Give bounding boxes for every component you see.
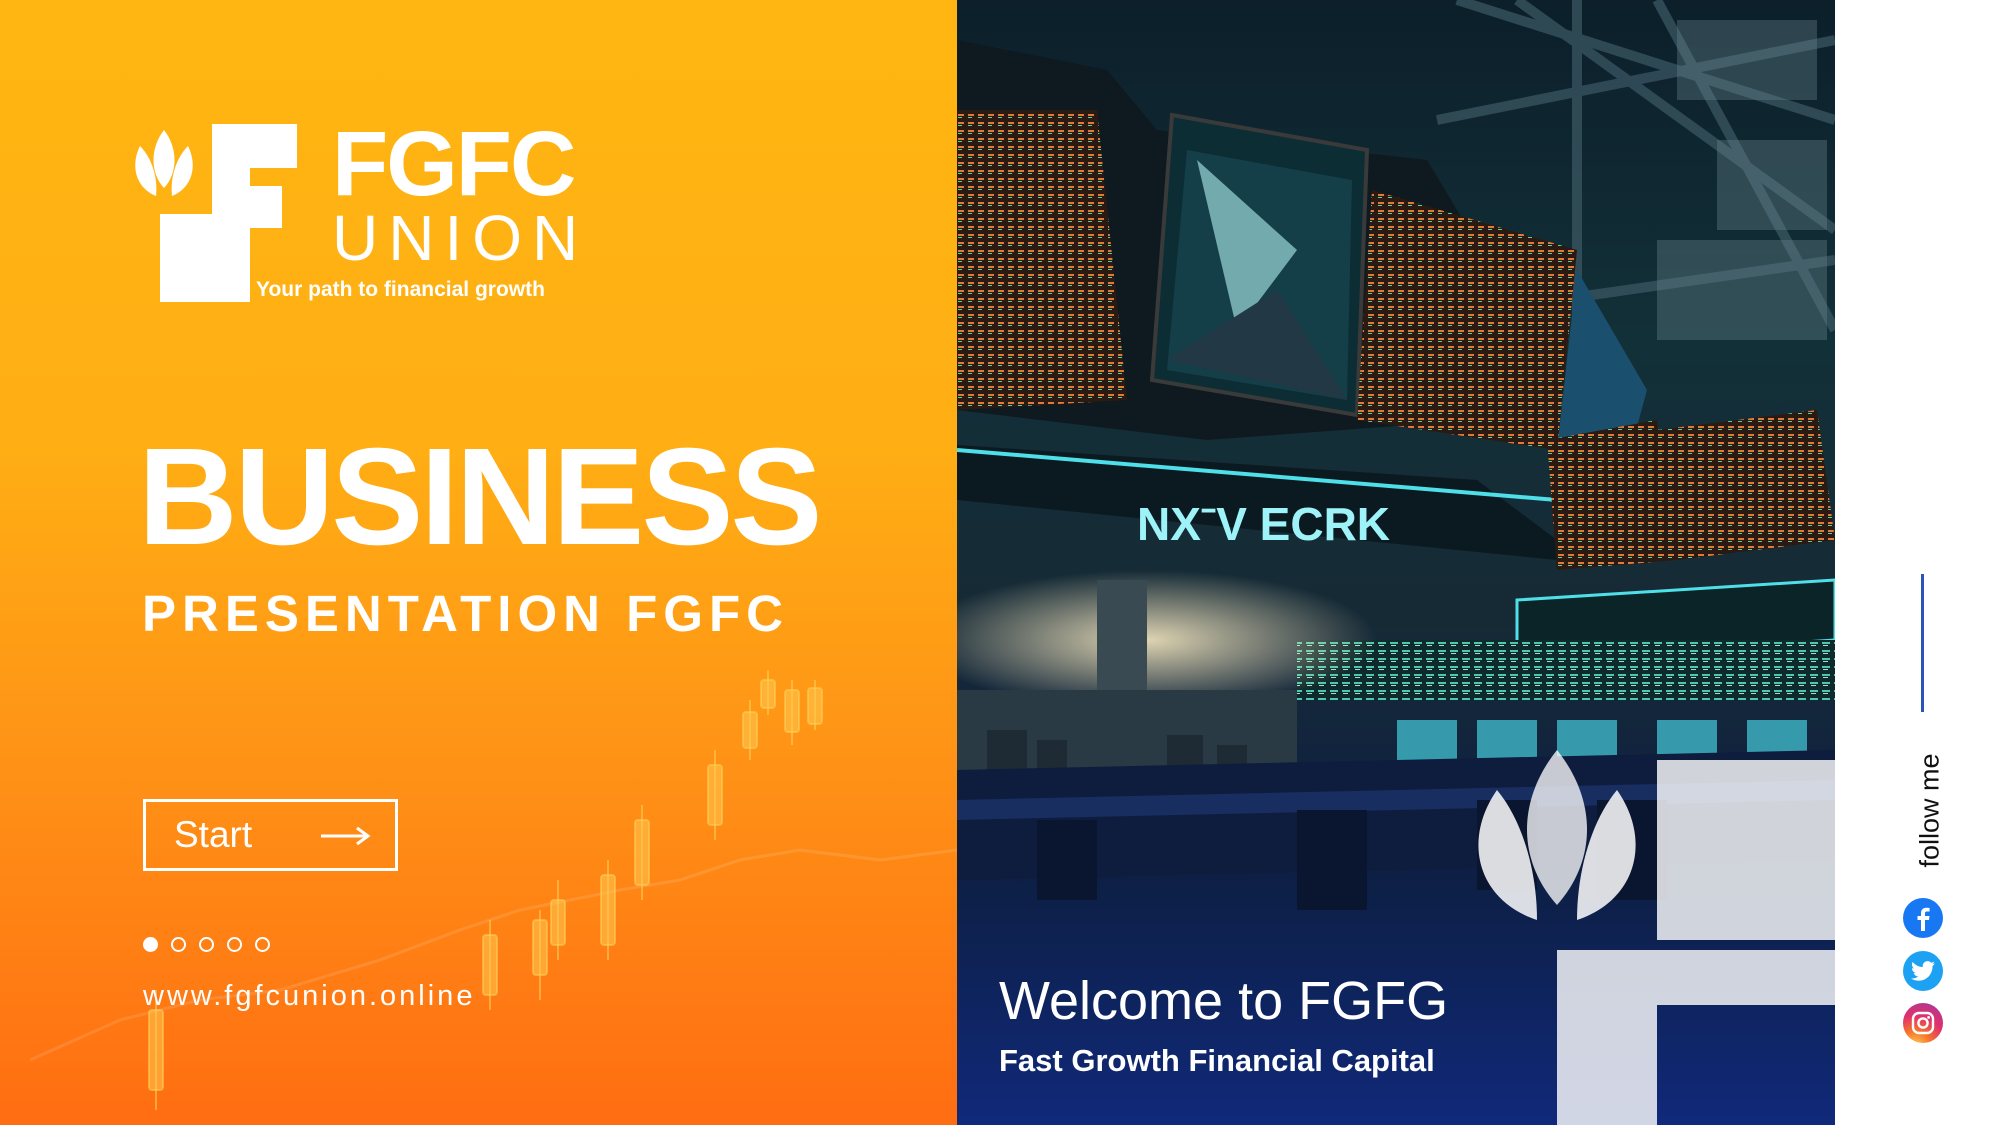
twitter-icon: [1911, 961, 1935, 981]
fgfc-watermark-icon: [1478, 750, 1835, 1125]
start-button[interactable]: Start: [143, 799, 398, 871]
pagination-dot-1[interactable]: [143, 937, 158, 952]
follow-divider: [1921, 574, 1924, 712]
pagination-dot-2[interactable]: [171, 937, 186, 952]
arrow-right-icon: [321, 826, 371, 846]
fgfc-leaf-mark-icon: [135, 124, 297, 302]
brand-logo: FGFC UNION Your path to financial growth: [132, 118, 612, 308]
pagination-dot-3[interactable]: [199, 937, 214, 952]
hero-subtitle: PRESENTATION FGFC: [142, 585, 789, 642]
left-panel: FGFC UNION Your path to financial growth…: [0, 0, 957, 1125]
candlestick-decoration: [29, 670, 957, 1110]
follow-me-label: follow me: [1914, 753, 1945, 868]
sign-text: NXˉV ECRK: [1137, 498, 1390, 550]
twitter-button[interactable]: [1903, 951, 1943, 991]
brand-name: FGFC: [332, 113, 576, 215]
trading-floor-photo: NXˉV ECRK: [957, 0, 1835, 1125]
instagram-button[interactable]: [1903, 1003, 1943, 1043]
welcome-heading: Welcome to FGFG: [999, 971, 1449, 1031]
facebook-icon: [1917, 907, 1930, 931]
brand-sub: UNION: [332, 202, 589, 274]
trading-floor-illustration: NXˉV ECRK: [957, 0, 1835, 1125]
start-button-label: Start: [174, 814, 253, 855]
pagination-dot-5[interactable]: [255, 937, 270, 952]
facebook-button[interactable]: [1903, 898, 1943, 938]
brand-tagline: Your path to financial growth: [256, 278, 545, 301]
welcome-subheading: Fast Growth Financial Capital: [999, 1043, 1435, 1078]
pagination-dots: [143, 937, 270, 952]
hero-title: BUSINESS: [138, 420, 822, 574]
website-link[interactable]: www.fgfcunion.online: [143, 980, 476, 1012]
instagram-icon: [1911, 1011, 1935, 1035]
pagination-dot-4[interactable]: [227, 937, 242, 952]
